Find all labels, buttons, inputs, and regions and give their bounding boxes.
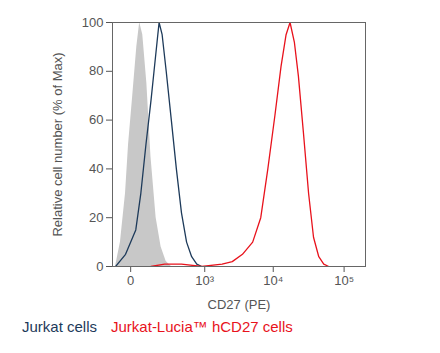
- svg-text:40: 40: [89, 161, 103, 176]
- svg-text:0: 0: [127, 273, 134, 288]
- svg-text:60: 60: [89, 112, 103, 127]
- svg-text:10³: 10³: [195, 273, 214, 288]
- svg-text:0: 0: [96, 259, 103, 274]
- svg-text:10⁴: 10⁴: [263, 273, 283, 288]
- svg-text:20: 20: [89, 210, 103, 225]
- svg-text:10⁵: 10⁵: [334, 273, 354, 288]
- html-text:Jurkat cells: Jurkat cells: [22, 318, 97, 335]
- svg-text:80: 80: [89, 63, 103, 78]
- svg-text:CD27 (PE): CD27 (PE): [208, 297, 271, 312]
- html-text:Jurkat-Lucia™ hCD27 cells: Jurkat-Lucia™ hCD27 cells: [111, 318, 293, 335]
- svg-text:100: 100: [82, 15, 104, 30]
- svg-text:Relative cell number (% of Max: Relative cell number (% of Max): [50, 52, 65, 236]
